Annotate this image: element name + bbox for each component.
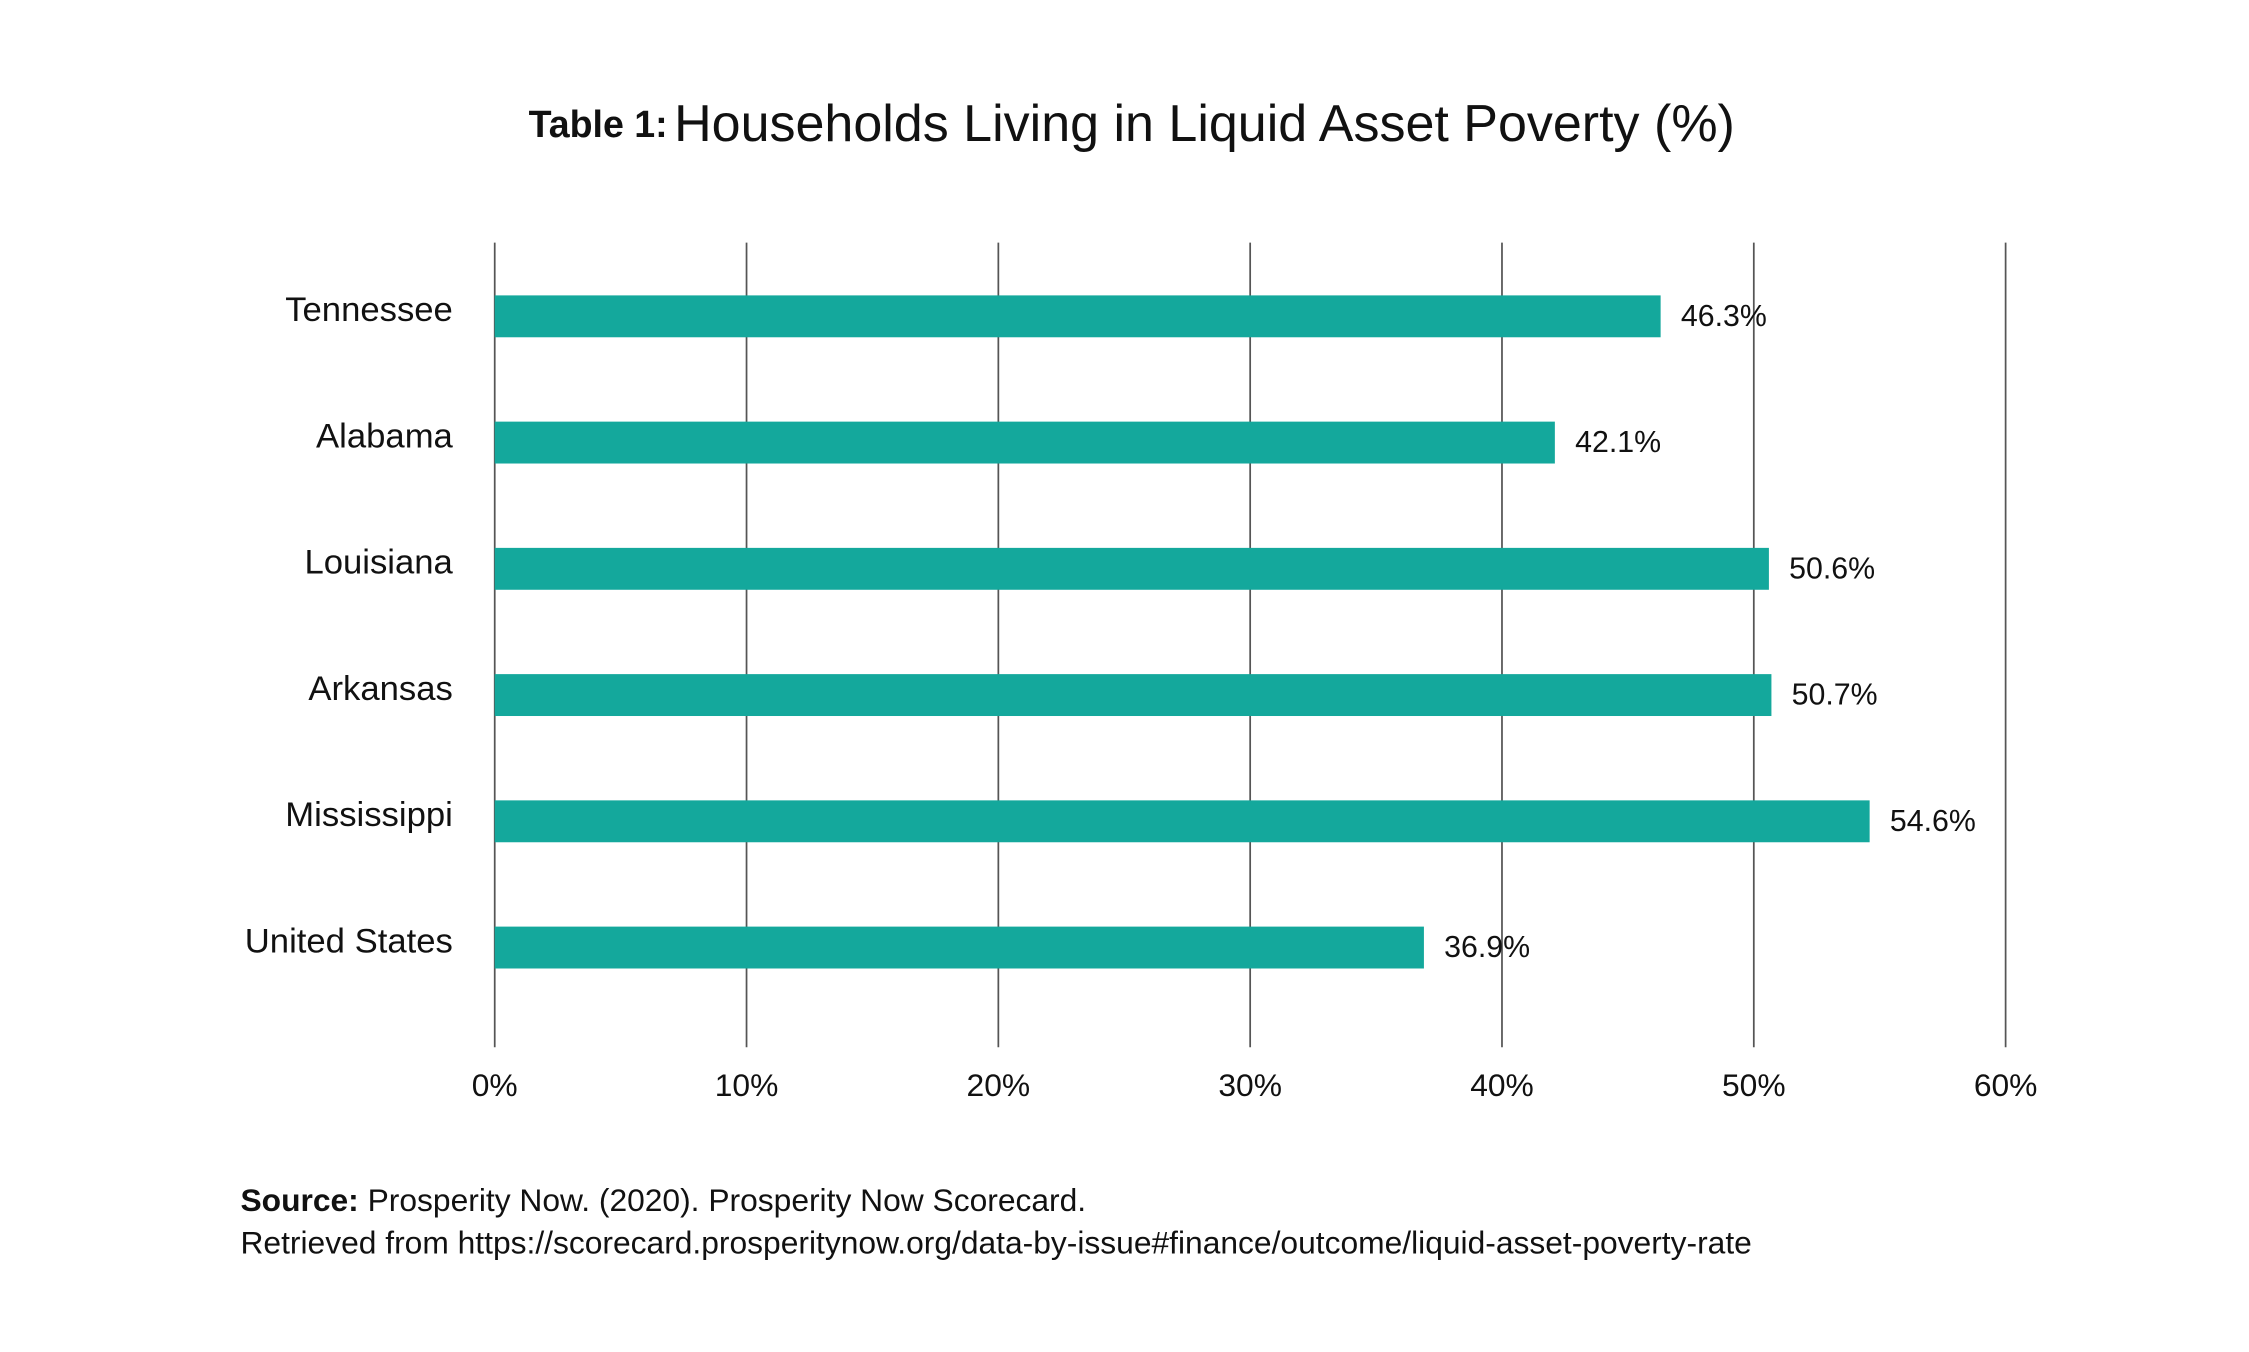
bar	[494, 674, 1772, 717]
x-tick-label: 20%	[967, 1067, 1031, 1103]
value-label: 54.6%	[1890, 805, 1976, 838]
x-tick-label: 10%	[715, 1067, 779, 1103]
y-tick-label: Louisiana	[304, 544, 453, 582]
value-label: 46.3%	[1681, 300, 1767, 333]
value-label: 50.6%	[1789, 552, 1875, 585]
bar	[494, 421, 1555, 464]
source-text: Prosperity Now. (2020). Prosperity Now S…	[368, 1183, 1087, 1219]
y-tick-label: Tennessee	[285, 291, 453, 329]
bar	[494, 295, 1661, 338]
y-tick-label: Arkansas	[308, 670, 452, 708]
x-tick-label: 50%	[1722, 1067, 1786, 1103]
y-tick-label: Mississippi	[285, 796, 453, 834]
title: Households Living in Liquid Asset Povert…	[674, 95, 1735, 153]
source-label: Source:	[241, 1183, 359, 1219]
x-tick-label: 0%	[472, 1067, 518, 1103]
x-tick-label: 60%	[1974, 1067, 2038, 1103]
x-tick-label: 30%	[1218, 1067, 1282, 1103]
value-label: 42.1%	[1575, 426, 1661, 459]
bar	[494, 926, 1424, 969]
bar	[494, 547, 1769, 590]
bar	[494, 800, 1870, 843]
title-prefix: Table 1:	[529, 103, 668, 145]
x-tick-label: 40%	[1470, 1067, 1534, 1103]
value-label: 50.7%	[1792, 679, 1878, 712]
y-tick-label: Alabama	[316, 417, 454, 455]
y-tick-label: United States	[245, 922, 453, 960]
value-label: 36.9%	[1444, 931, 1530, 964]
chart-title: Table 1: Households Living in Liquid Ass…	[529, 95, 1735, 153]
source-url: Retrieved from https://scorecard.prosper…	[241, 1225, 1752, 1261]
source: Source: Prosperity Now. (2020). Prosperi…	[241, 1183, 1087, 1219]
